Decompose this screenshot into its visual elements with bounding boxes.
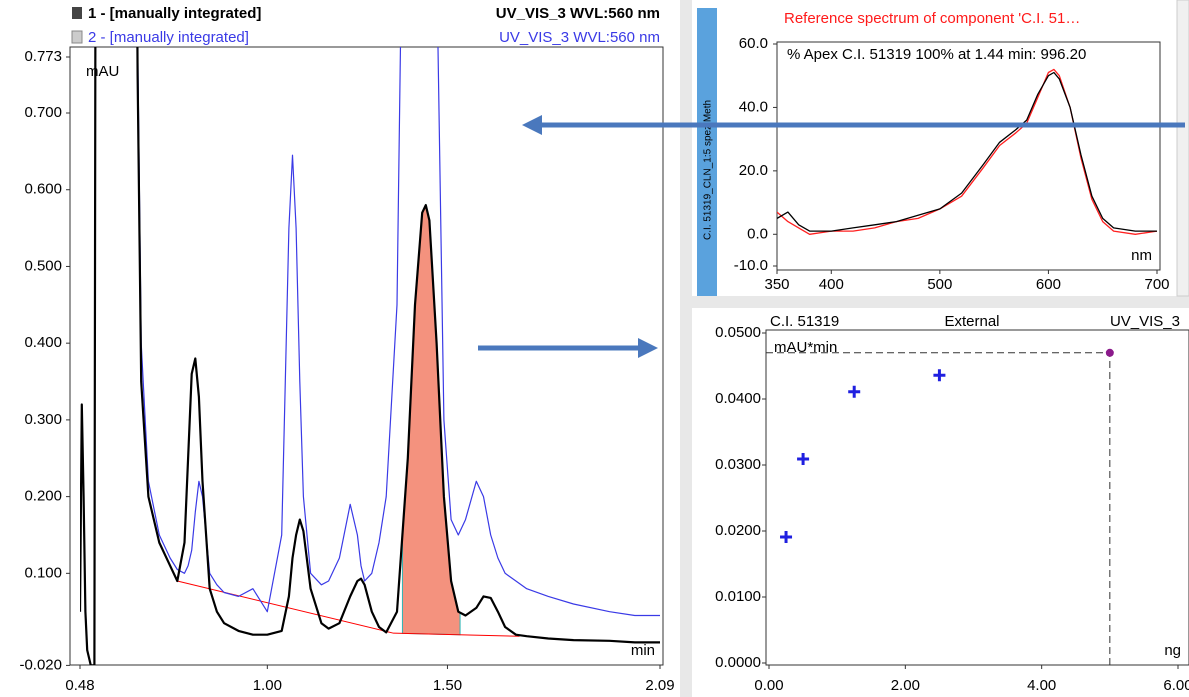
x-tick-label: 1.50	[433, 677, 462, 694]
y-tick-label: 20.0	[739, 162, 768, 179]
x-tick-label: 6.00	[1163, 677, 1189, 694]
scrollbar[interactable]	[1176, 0, 1189, 297]
trace-line	[777, 71, 1157, 232]
y-unit: mAU	[86, 63, 119, 80]
calibration-header: UV_VIS_3	[1110, 313, 1180, 330]
y-tick-label: 0.100	[24, 564, 62, 581]
y-tick-label: 40.0	[739, 98, 768, 115]
trace-name: 1 - [manually integrated]	[88, 5, 261, 22]
y-tick-label: 0.300	[24, 411, 62, 428]
baseline	[177, 580, 520, 637]
trace-icon	[72, 7, 82, 19]
y-tick-label: 0.0100	[715, 588, 761, 605]
x-unit: ng	[1164, 642, 1181, 659]
spectrum-title: Reference spectrum of component 'C.I. 51…	[784, 10, 1080, 27]
trace-name: 2 - [manually integrated]	[88, 29, 249, 46]
calibration-header: External	[944, 313, 999, 330]
side-label: C.I. 51319_CLN_1:5 spez.Meth	[703, 100, 714, 240]
x-tick-label: 2.00	[891, 677, 920, 694]
trace-icon	[71, 30, 83, 44]
x-tick-label: 350	[764, 276, 789, 293]
splitter[interactable]	[680, 0, 692, 697]
y-tick-label: 0.200	[24, 488, 62, 505]
plot-frame	[69, 46, 664, 666]
y-tick-label: 0.0500	[715, 324, 761, 341]
x-tick-label: 1.00	[253, 677, 282, 694]
x-unit: nm	[1131, 247, 1152, 264]
y-tick-label: 0.0400	[715, 390, 761, 407]
trace-detector: UV_VIS_3 WVL:560 nm	[496, 5, 660, 22]
trace-line	[80, 47, 660, 665]
y-tick-label: 60.0	[739, 35, 768, 52]
x-tick-label: 2.09	[645, 677, 674, 694]
plot-frame	[765, 329, 1189, 666]
y-tick-label: 0.0300	[715, 456, 761, 473]
trace-detector: UV_VIS_3 WVL:560 nm	[499, 29, 660, 46]
calibration-point	[848, 385, 861, 398]
y-tick-label: 0.0000	[715, 654, 761, 671]
y-tick-label: -0.020	[19, 656, 62, 673]
x-unit: min	[631, 642, 655, 659]
calibration-point	[933, 369, 946, 382]
y-tick-label: 0.773	[24, 48, 62, 65]
y-tick-label: 0.600	[24, 181, 62, 198]
plot-area	[80, 47, 660, 665]
y-tick-label: 0.0200	[715, 522, 761, 539]
y-unit: mAU*min	[774, 339, 837, 356]
x-tick-label: 500	[927, 276, 952, 293]
calibration-point	[1105, 348, 1114, 357]
x-tick-label: 4.00	[1027, 677, 1056, 694]
calibration-point	[797, 453, 810, 466]
splitter[interactable]	[692, 296, 1189, 308]
plot-frame	[776, 41, 1161, 271]
y-tick-label: -10.0	[734, 257, 768, 274]
y-tick-label: 0.400	[24, 334, 62, 351]
y-tick-label: 0.700	[24, 104, 62, 121]
x-tick-label: 0.00	[754, 677, 783, 694]
spectrum-annotation: % Apex C.I. 51319 100% at 1.44 min: 996.…	[787, 46, 1086, 63]
side-tab	[697, 8, 717, 296]
y-tick-label: 0.0	[747, 225, 768, 242]
calibration-point	[780, 530, 793, 543]
plot-area	[777, 68, 1158, 235]
calibration-header: C.I. 51319	[770, 313, 839, 330]
x-tick-label: 600	[1036, 276, 1061, 293]
y-tick-label: 0.500	[24, 257, 62, 274]
x-tick-label: 0.48	[65, 677, 94, 694]
x-tick-label: 400	[819, 276, 844, 293]
x-tick-label: 700	[1144, 276, 1169, 293]
